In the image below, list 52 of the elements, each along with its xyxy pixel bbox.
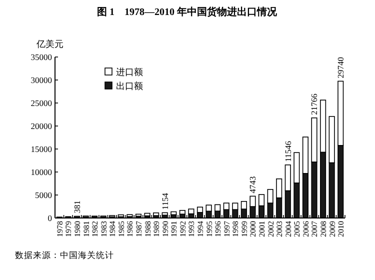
y-tick-label: 25000 [30, 98, 52, 108]
x-tick-label: 1998 [231, 221, 240, 237]
x-tick-label: 1981 [82, 221, 91, 237]
x-tick-label: 1988 [143, 221, 152, 237]
x-tick-label: 2010 [336, 221, 346, 237]
x-tick-label: 1991 [170, 221, 179, 237]
x-tick-label: 1987 [134, 221, 144, 237]
y-tick-label: 30000 [30, 75, 52, 85]
chart-title: 图 1 1978—2010 年中国货物进出口情况 [97, 6, 278, 18]
x-tick-label: 2000 [248, 221, 258, 237]
x-tick-label: 1994 [196, 221, 205, 237]
x-tick-label: 2009 [328, 221, 337, 237]
x-tick-label: 1992 [178, 221, 188, 237]
x-tick-label: 1989 [152, 221, 162, 237]
x-tick-label: 2007 [310, 221, 320, 237]
x-tick-label: 1978 [55, 221, 64, 237]
total-label: 381 [72, 200, 82, 214]
x-tick-label: 2008 [319, 221, 328, 237]
y-tick-label: 0 [48, 213, 52, 223]
y-tick-label: 5000 [35, 190, 52, 200]
x-tick-label: 1993 [187, 221, 196, 237]
total-label: 1154 [160, 192, 170, 210]
x-tick-label: 1986 [126, 221, 135, 237]
x-tick-label: 2002 [266, 221, 276, 237]
x-tick-label: 1999 [240, 221, 249, 237]
total-label: 29740 [336, 56, 346, 78]
x-tick-label: 1980 [72, 221, 82, 237]
legend-label: 进口额 [116, 67, 143, 77]
source-note: 数据来源：中国海关统计 [15, 250, 114, 260]
x-tick-label: 1982 [90, 221, 100, 237]
x-tick-label: 1984 [108, 221, 118, 237]
x-tick-label: 1997 [222, 221, 232, 237]
total-label: 11546 [282, 140, 293, 162]
x-tick-label: 2003 [275, 221, 284, 237]
total-label: 21766 [309, 94, 320, 115]
x-tick-label: 1995 [204, 221, 214, 237]
x-tick-label: 1985 [116, 221, 126, 237]
x-tick-label: 1979 [64, 221, 74, 237]
legend-label: 出口额 [116, 81, 143, 91]
y-axis-title: 亿美元 [36, 39, 64, 49]
x-tick-label: 1996 [214, 221, 223, 237]
y-tick-label: 20000 [30, 121, 52, 131]
y-tick-label: 10000 [30, 167, 52, 177]
x-tick-label: 2004 [284, 221, 293, 237]
x-tick-label: 2005 [292, 221, 302, 237]
x-tick-label: 1990 [160, 221, 170, 237]
y-tick-label: 15000 [30, 144, 52, 154]
total-label: 4743 [248, 176, 258, 194]
x-tick-label: 2001 [258, 221, 267, 237]
x-tick-label: 1983 [99, 221, 108, 237]
x-tick-label: 2006 [301, 221, 310, 237]
y-tick-label: 35000 [30, 52, 52, 62]
